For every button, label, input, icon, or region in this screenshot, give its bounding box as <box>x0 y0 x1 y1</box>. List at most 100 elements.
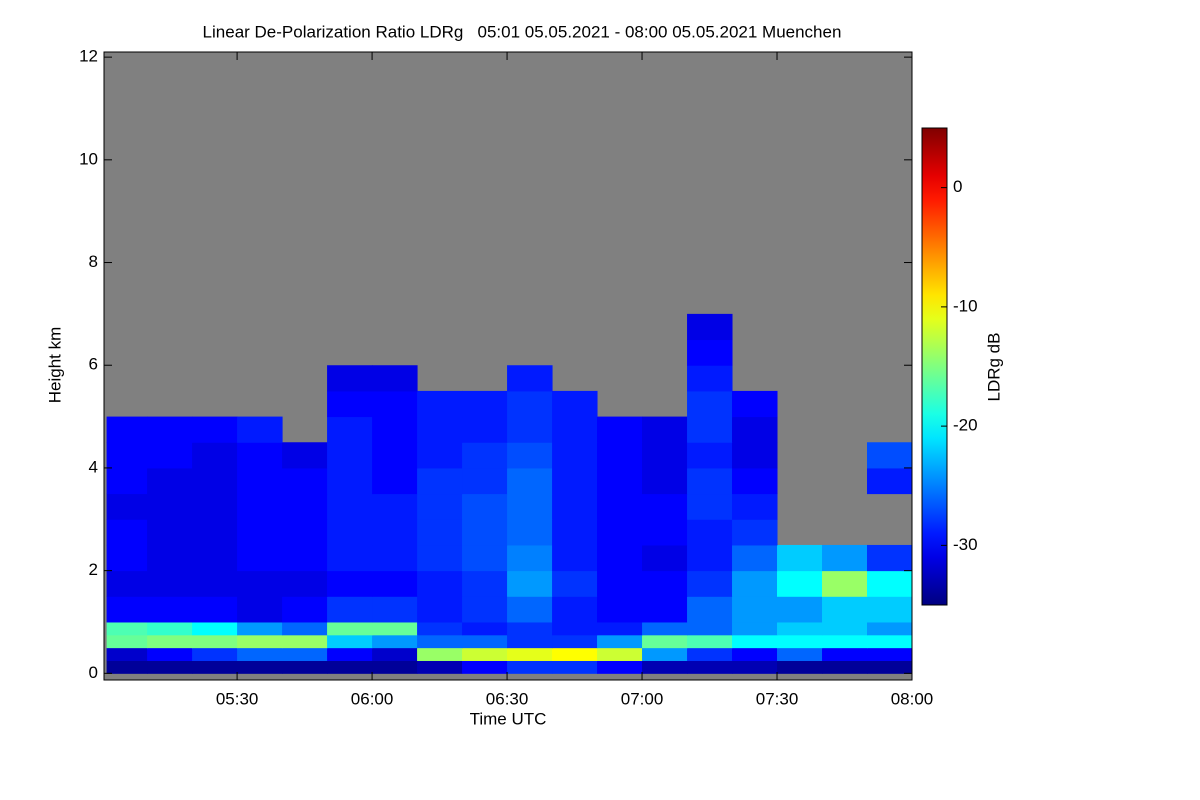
y-tick-label: 4 <box>89 457 98 476</box>
heatmap-cell <box>642 519 688 546</box>
heatmap-cell <box>552 442 598 469</box>
heatmap-cell <box>106 621 148 636</box>
heatmap-cell <box>372 442 418 469</box>
chart-title: Linear De-Polarization Ratio LDRg 05:01 … <box>203 22 842 41</box>
heatmap-cell <box>417 519 463 546</box>
heatmap-cell <box>147 660 193 674</box>
heatmap-cell <box>147 467 193 495</box>
heatmap-cell <box>282 647 328 661</box>
heatmap-cell <box>642 416 688 443</box>
heatmap-cell <box>462 467 508 495</box>
heatmap-cell <box>642 442 688 469</box>
heatmap-cell <box>282 660 328 674</box>
heatmap-cell <box>192 621 238 636</box>
x-axis-label: Time UTC <box>470 709 547 728</box>
heatmap-cell <box>147 634 193 649</box>
heatmap-cell <box>237 660 283 674</box>
y-tick-label: 10 <box>79 149 98 168</box>
heatmap-cell <box>192 467 238 495</box>
heatmap-cell <box>687 647 733 661</box>
heatmap-cell <box>642 634 688 649</box>
heatmap-cell <box>507 634 553 649</box>
heatmap-cell <box>462 493 508 520</box>
heatmap-cell <box>106 519 148 546</box>
heatmap-cell <box>372 519 418 546</box>
heatmap-cell <box>327 596 373 623</box>
heatmap-cell <box>777 596 823 623</box>
heatmap-cell <box>597 647 643 661</box>
colorbar-tick-label: -30 <box>953 535 978 554</box>
heatmap-cell <box>192 442 238 469</box>
heatmap-cell <box>552 493 598 520</box>
y-tick-label: 12 <box>79 47 98 66</box>
heatmap-cell <box>192 634 238 649</box>
heatmap-cell <box>822 634 868 649</box>
heatmap-cell <box>642 660 688 674</box>
x-tick-label: 07:30 <box>756 689 799 708</box>
heatmap-cell <box>106 596 148 623</box>
heatmap-cell <box>192 416 238 443</box>
heatmap-cell <box>866 634 913 649</box>
heatmap-cell <box>192 596 238 623</box>
heatmap-cell <box>106 493 148 520</box>
heatmap-cell <box>417 570 463 597</box>
heatmap-cell <box>507 621 553 636</box>
heatmap-cell <box>106 442 148 469</box>
heatmap-cell <box>732 467 778 495</box>
heatmap-cell <box>732 544 778 572</box>
x-tick-label: 05:30 <box>216 689 259 708</box>
heatmap-cell <box>642 621 688 636</box>
heatmap-cell <box>642 467 688 495</box>
colorbar-tick-label: 0 <box>953 177 962 196</box>
heatmap-cell <box>866 621 913 636</box>
heatmap-cell <box>866 544 913 572</box>
heatmap-cell <box>507 365 553 392</box>
heatmap-cell <box>327 442 373 469</box>
heatmap-cell <box>106 570 148 597</box>
heatmap-cell <box>192 570 238 597</box>
heatmap-cell <box>417 634 463 649</box>
heatmap-cell <box>327 570 373 597</box>
heatmap-cell <box>372 647 418 661</box>
heatmap-cell <box>417 416 463 443</box>
heatmap-cell <box>552 416 598 443</box>
y-tick-label: 8 <box>89 252 98 271</box>
heatmap-cell <box>462 596 508 623</box>
x-tick-label: 06:00 <box>351 689 394 708</box>
heatmap-cell <box>687 660 733 674</box>
heatmap-cell <box>327 365 373 392</box>
heatmap-cell <box>822 647 868 661</box>
heatmap-cell <box>417 467 463 495</box>
heatmap-cell <box>642 570 688 597</box>
heatmap-cell <box>597 442 643 469</box>
heatmap-cell <box>462 416 508 443</box>
heatmap-cell <box>417 621 463 636</box>
heatmap-cell <box>237 416 283 443</box>
heatmap-cell <box>327 467 373 495</box>
heatmap-cell <box>552 660 598 674</box>
heatmap-cell <box>192 493 238 520</box>
heatmap-cell <box>282 493 328 520</box>
heatmap-cell <box>192 519 238 546</box>
y-axis-label: Height km <box>45 327 64 404</box>
heatmap-cell <box>106 416 148 443</box>
heatmap-cell <box>372 365 418 392</box>
heatmap-cell <box>597 544 643 572</box>
heatmap-cell <box>597 570 643 597</box>
heatmap-cell <box>507 442 553 469</box>
heatmap-cell <box>106 660 148 674</box>
heatmap-cell <box>552 596 598 623</box>
heatmap-cell <box>372 416 418 443</box>
heatmap-cell <box>552 647 598 661</box>
colorbar-label: LDRg dB <box>984 333 1003 402</box>
heatmap-cell <box>372 621 418 636</box>
heatmap-cell <box>552 570 598 597</box>
heatmap-cell <box>327 634 373 649</box>
heatmap-cell <box>237 442 283 469</box>
plot-frame <box>103 51 913 681</box>
heatmap-cell <box>237 570 283 597</box>
heatmap-cell <box>237 493 283 520</box>
heatmap-cell <box>687 519 733 546</box>
heatmap-cell <box>822 621 868 636</box>
heatmap-cell <box>732 660 778 674</box>
